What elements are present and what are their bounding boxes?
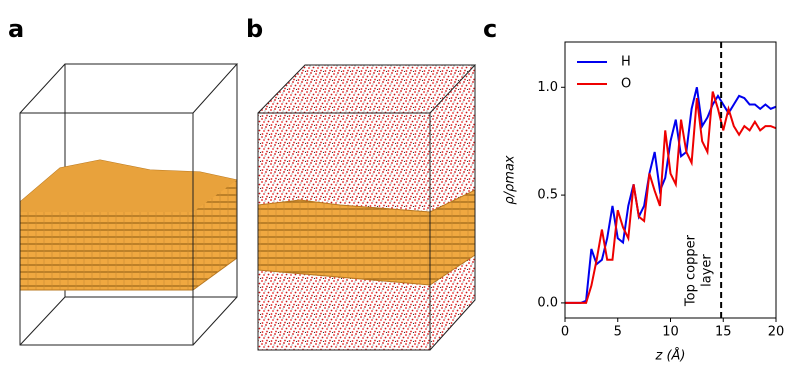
series-line	[565, 87, 777, 304]
series-line	[565, 91, 777, 304]
y-tick-label: 1.0	[537, 80, 558, 95]
x-tick-label: 20	[768, 325, 785, 340]
x-tick-label: 0	[561, 325, 569, 340]
render-b	[257, 64, 477, 351]
y-tick-label: 0.5	[537, 188, 558, 203]
panel-label: b	[246, 15, 263, 43]
legend-label: O	[621, 77, 631, 92]
annotation: layer	[700, 254, 715, 287]
y-tick-label: 0.0	[537, 295, 558, 310]
x-tick-label: 15	[715, 325, 732, 340]
render-a	[19, 63, 239, 346]
annotation: Top copper	[684, 234, 699, 307]
plot-frame	[564, 41, 777, 319]
panel-label: c	[483, 15, 497, 43]
x-tick-label: 5	[614, 325, 622, 340]
x-axis-label: z (Å)	[655, 348, 686, 364]
panel-label: a	[8, 15, 24, 43]
x-tick-label: 10	[662, 325, 679, 340]
chart: 0 5 10 15 20 0.0 0.5 1.0 Top copper layer HOz (Å) ρ…	[503, 41, 785, 364]
y-axis-label: ρ/ρmax	[503, 155, 518, 205]
legend-label: H	[621, 55, 631, 70]
